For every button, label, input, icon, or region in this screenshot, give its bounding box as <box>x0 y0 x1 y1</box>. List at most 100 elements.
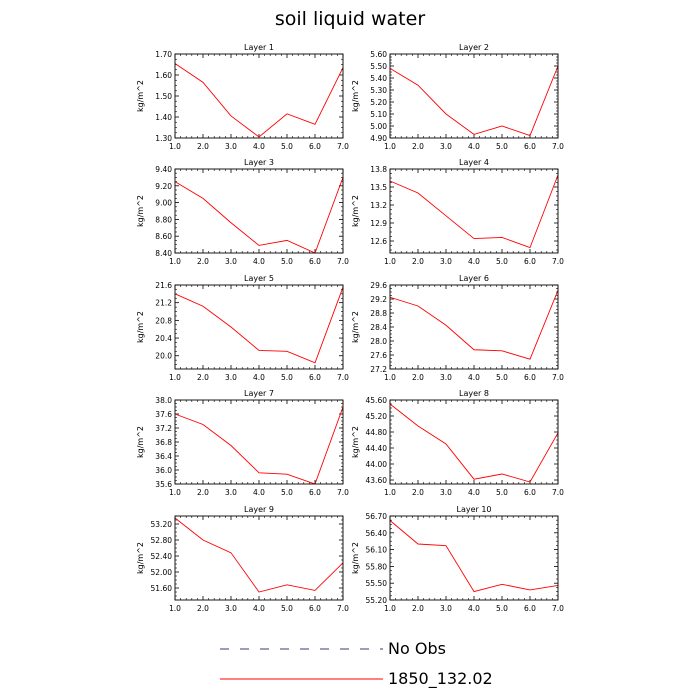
x-tick-label: 6.0 <box>309 488 321 497</box>
x-tick-label: 1.0 <box>169 488 181 497</box>
y-tick-label: 5.10 <box>370 110 387 119</box>
y-tick-label: 20.0 <box>155 352 172 361</box>
y-tick-label: 20.4 <box>155 334 172 343</box>
x-tick-label: 5.0 <box>281 257 293 266</box>
x-tick-label: 1.0 <box>384 488 396 497</box>
x-tick-label: 7.0 <box>337 488 349 497</box>
x-tick-label: 5.0 <box>496 488 508 497</box>
x-tick-label: 1.0 <box>384 142 396 151</box>
chart-title: Layer 2 <box>459 43 489 52</box>
y-tick-label: 36.0 <box>155 466 172 475</box>
x-tick-label: 2.0 <box>197 604 209 613</box>
y-axis-label: kg/m^2 <box>136 195 145 227</box>
series-line <box>174 406 344 485</box>
y-tick-label: 1.60 <box>155 71 172 80</box>
page-title: soil liquid water <box>274 8 426 30</box>
x-tick-label: 3.0 <box>440 604 452 613</box>
x-tick-label: 4.0 <box>468 373 480 382</box>
x-tick-label: 2.0 <box>412 488 424 497</box>
series-line <box>174 287 344 364</box>
series-line <box>389 290 559 360</box>
series-line <box>389 520 559 593</box>
y-tick-label: 8.80 <box>155 215 172 224</box>
y-tick-label: 21.6 <box>155 281 172 290</box>
y-tick-label: 52.40 <box>151 552 173 561</box>
x-tick-label: 7.0 <box>337 142 349 151</box>
y-tick-label: 12.9 <box>370 219 387 228</box>
x-tick-label: 1.0 <box>169 604 181 613</box>
series-line <box>389 65 559 137</box>
chart-panel-layer-7: Layer 7 kg/m^2 1.0 2.0 3.0 4.0 5.0 6.0 7.0 35.6 36… <box>136 389 349 497</box>
plot-frame <box>174 53 344 139</box>
x-tick-label: 5.0 <box>496 257 508 266</box>
chart-panel-layer-4: Layer 4 kg/m^2 1.0 2.0 3.0 4.0 5.0 6.0 7.0 12.6 12… <box>351 158 564 266</box>
x-tick-label: 6.0 <box>309 142 321 151</box>
x-tick-label: 7.0 <box>552 142 564 151</box>
x-tick-label: 7.0 <box>552 488 564 497</box>
x-tick-label: 7.0 <box>552 604 564 613</box>
x-tick-label: 5.0 <box>281 142 293 151</box>
y-tick-label: 9.20 <box>155 182 172 191</box>
x-tick-label: 7.0 <box>552 373 564 382</box>
x-tick-label: 6.0 <box>524 488 536 497</box>
y-tick-label: 37.2 <box>155 424 172 433</box>
y-tick-label: 5.60 <box>370 50 387 59</box>
x-tick-label: 3.0 <box>440 373 452 382</box>
y-tick-label: 35.6 <box>155 480 172 489</box>
y-axis-label: kg/m^2 <box>351 195 360 227</box>
x-tick-label: 3.0 <box>225 373 237 382</box>
x-tick-label: 2.0 <box>197 373 209 382</box>
x-tick-label: 2.0 <box>197 142 209 151</box>
series-line <box>389 403 559 483</box>
x-tick-label: 6.0 <box>524 373 536 382</box>
chart-title: Layer 7 <box>244 389 274 398</box>
y-tick-label: 27.2 <box>370 365 387 374</box>
chart-title: Layer 9 <box>244 505 274 514</box>
x-tick-label: 4.0 <box>468 604 480 613</box>
x-tick-label: 5.0 <box>281 488 293 497</box>
y-tick-label: 56.40 <box>366 529 388 538</box>
plot-frame <box>174 168 344 254</box>
x-tick-label: 4.0 <box>253 257 265 266</box>
chart-title: Layer 6 <box>459 274 489 283</box>
y-tick-label: 45.60 <box>366 396 388 405</box>
y-tick-label: 53.20 <box>151 520 173 529</box>
y-tick-label: 8.40 <box>155 249 172 258</box>
x-tick-label: 7.0 <box>337 257 349 266</box>
chart-title: Layer 8 <box>459 389 489 398</box>
x-tick-label: 3.0 <box>225 142 237 151</box>
chart-panel-layer-10: Layer 10 kg/m^2 1.0 2.0 3.0 4.0 5.0 6.0 7.0 55.20… <box>351 505 564 613</box>
x-tick-label: 1.0 <box>384 373 396 382</box>
x-tick-label: 4.0 <box>468 142 480 151</box>
x-tick-label: 3.0 <box>440 488 452 497</box>
x-tick-label: 6.0 <box>524 257 536 266</box>
chart-panel-layer-3: Layer 3 kg/m^2 1.0 2.0 3.0 4.0 5.0 6.0 7.0 8.40 8.… <box>136 158 349 266</box>
y-axis-label: kg/m^2 <box>136 426 145 458</box>
x-tick-label: 5.0 <box>496 604 508 613</box>
x-tick-label: 3.0 <box>440 142 452 151</box>
y-tick-label: 27.6 <box>370 351 387 360</box>
y-tick-label: 52.80 <box>151 536 173 545</box>
series-line <box>174 63 344 138</box>
x-tick-label: 4.0 <box>253 604 265 613</box>
x-tick-label: 6.0 <box>524 142 536 151</box>
x-tick-label: 1.0 <box>169 142 181 151</box>
y-tick-label: 36.8 <box>155 438 172 447</box>
y-tick-label: 44.80 <box>366 428 388 437</box>
y-tick-label: 5.00 <box>370 122 387 131</box>
y-tick-label: 13.8 <box>370 165 387 174</box>
x-tick-label: 3.0 <box>440 257 452 266</box>
x-tick-label: 6.0 <box>309 373 321 382</box>
y-tick-label: 51.60 <box>151 584 173 593</box>
y-tick-label: 45.20 <box>366 412 388 421</box>
x-tick-label: 2.0 <box>197 488 209 497</box>
x-tick-label: 6.0 <box>309 604 321 613</box>
y-tick-label: 37.6 <box>155 410 172 419</box>
x-tick-label: 5.0 <box>496 373 508 382</box>
x-tick-label: 3.0 <box>225 604 237 613</box>
y-tick-label: 5.40 <box>370 74 387 83</box>
plot-frame <box>389 53 559 139</box>
y-tick-label: 5.20 <box>370 98 387 107</box>
y-axis-label: kg/m^2 <box>351 542 360 574</box>
x-tick-label: 4.0 <box>468 257 480 266</box>
